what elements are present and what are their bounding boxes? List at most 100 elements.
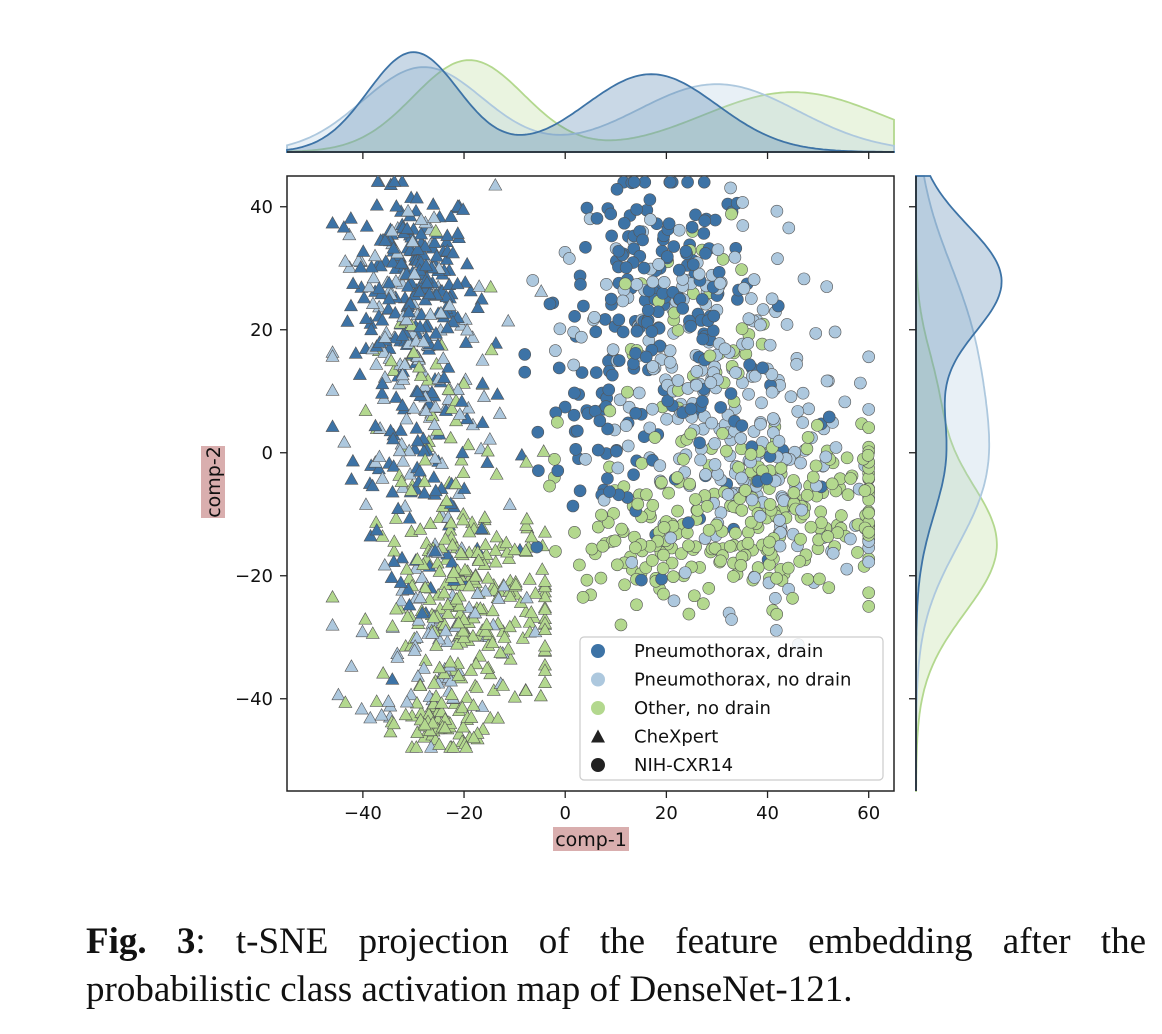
scatter-point-circle — [732, 461, 745, 474]
scatter-point-triangle — [375, 471, 390, 484]
scatter-point-circle — [791, 405, 805, 418]
scatter-point-circle — [686, 258, 700, 271]
scatter-point-circle — [636, 233, 649, 247]
scatter-point-circle — [735, 419, 749, 432]
scatter-point-triangle — [399, 562, 414, 575]
scatter-point-circle — [829, 441, 843, 454]
scatter-point-triangle — [475, 353, 490, 366]
scatter-point-circle — [689, 208, 702, 222]
scatter-point-triangle — [474, 292, 489, 305]
scatter-point-triangle — [537, 589, 552, 603]
scatter-point-triangle — [418, 452, 433, 466]
scatter-point-circle — [835, 509, 848, 522]
scatter-point-triangle — [413, 590, 428, 603]
scatter-point-circle — [737, 282, 751, 295]
scatter-point-triangle — [439, 493, 454, 506]
scatter-point-triangle — [417, 486, 432, 499]
scatter-point-circle — [763, 338, 777, 352]
scatter-point-circle — [708, 437, 722, 450]
scatter-point-triangle — [466, 698, 481, 711]
scatter-point-triangle — [475, 376, 490, 389]
scatter-point-triangle — [418, 292, 433, 306]
scatter-point-circle — [712, 265, 726, 279]
scatter-point-triangle — [430, 337, 445, 351]
scatter-point-circle — [682, 539, 695, 552]
scatter-point-circle — [765, 385, 779, 399]
scatter-point-triangle — [432, 564, 447, 577]
legend-label: Pneumothorax, no drain — [634, 670, 851, 691]
scatter-point-circle — [635, 457, 648, 470]
scatter-point-circle — [646, 275, 660, 289]
scatter-point-triangle — [534, 284, 549, 297]
scatter-point-triangle — [377, 557, 392, 571]
scatter-point-circle — [616, 294, 630, 308]
scatter-point-triangle — [410, 433, 425, 447]
scatter-point-circle — [603, 485, 616, 498]
scatter-point-triangle — [398, 707, 413, 721]
scatter-point-triangle — [383, 423, 398, 437]
scatter-point-triangle — [413, 368, 428, 381]
scatter-point-circle — [697, 227, 711, 240]
scatter-point-triangle — [477, 389, 492, 402]
scatter-point-triangle — [423, 307, 438, 320]
scatter-point-triangle — [394, 593, 409, 607]
scatter-point-circle — [809, 459, 823, 473]
scatter-point-circle — [569, 443, 583, 456]
scatter-point-circle — [608, 534, 622, 548]
scatter-point-triangle — [352, 367, 367, 380]
scatter-point-triangle — [414, 226, 429, 240]
scatter-point-circle — [602, 383, 616, 397]
scatter-point-circle — [662, 217, 676, 230]
scatter-point-triangle — [428, 326, 443, 339]
scatter-point-circle — [616, 325, 630, 339]
scatter-point-circle — [801, 431, 815, 444]
scatter-point-triangle — [386, 241, 401, 254]
scatter-point-circle — [598, 313, 612, 326]
scatter-point-circle — [553, 322, 567, 336]
scatter-point-circle — [585, 542, 599, 556]
scatter-point-triangle — [428, 399, 443, 413]
scatter-point-circle — [862, 403, 876, 416]
scatter-point-triangle — [496, 578, 511, 592]
scatter-point-circle — [794, 532, 807, 546]
scatter-point-circle — [618, 578, 631, 592]
scatter-point-circle — [742, 387, 755, 401]
scatter-point-triangle — [346, 276, 361, 289]
scatter-point-circle — [573, 558, 586, 572]
scatter-point-triangle — [410, 552, 425, 565]
x-tick-label: 0 — [559, 803, 570, 824]
scatter-point-circle — [568, 310, 581, 323]
scatter-point-circle — [754, 417, 767, 431]
scatter-point-circle — [676, 302, 690, 315]
scatter-point-circle — [640, 488, 653, 501]
scatter-point-triangle — [458, 335, 473, 348]
scatter-point-circle — [862, 586, 876, 600]
scatter-point-circle — [741, 337, 755, 350]
scatter-point-triangle — [385, 255, 400, 268]
scatter-point-circle — [621, 439, 635, 453]
scatter-point-triangle — [456, 202, 471, 215]
scatter-point-triangle — [443, 430, 458, 444]
scatter-point-circle — [579, 452, 592, 466]
scatter-point-triangle — [364, 322, 379, 336]
scatter-point-triangle — [449, 591, 464, 605]
scatter-point-triangle — [418, 239, 433, 252]
scatter-point-circle — [575, 330, 588, 344]
scatter-point-triangle — [389, 601, 404, 615]
scatter-point-circle — [667, 240, 681, 253]
scatter-point-circle — [684, 319, 697, 333]
scatter-point-circle — [724, 387, 738, 400]
scatter-point-triangle — [461, 400, 476, 414]
scatter-point-circle — [781, 561, 795, 575]
scatter-point-triangle — [369, 694, 384, 707]
scatter-point-triangle — [407, 643, 422, 656]
scatter-point-triangle — [456, 376, 471, 389]
scatter-point-circle — [718, 342, 732, 356]
legend: Pneumothorax, drain Pneumothorax, no drai… — [579, 636, 884, 781]
scatter-point-triangle — [470, 300, 485, 314]
scatter-point-circle — [672, 223, 686, 237]
scatter-point-circle — [643, 193, 657, 207]
scatter-point-circle — [801, 572, 814, 586]
scatter-point-triangle — [405, 234, 420, 247]
scatter-point-triangle — [440, 320, 455, 334]
